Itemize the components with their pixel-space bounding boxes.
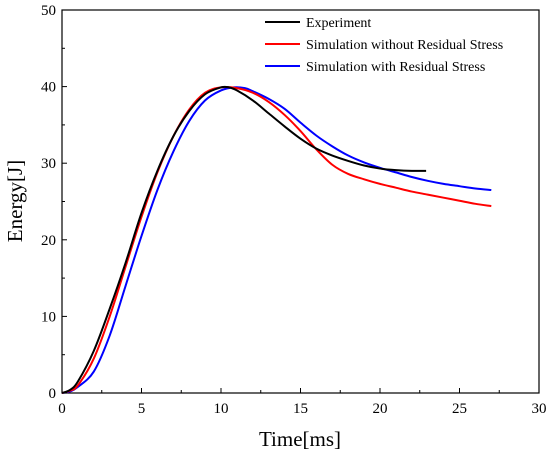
legend-label-experiment: Experiment — [306, 16, 371, 31]
y-tick-label: 10 — [41, 309, 56, 325]
y-tick-label: 40 — [41, 80, 56, 96]
legend-label-simulation-without-residual-stress: Simulation without Residual Stress — [306, 38, 503, 53]
legend-label-simulation-with-residual-stress: Simulation with Residual Stress — [306, 60, 485, 75]
x-tick-label: 15 — [293, 401, 308, 417]
series-line-experiment — [61, 85, 427, 394]
series-layer — [61, 85, 492, 394]
x-tick-label: 20 — [373, 401, 388, 417]
y-tick-label: 50 — [41, 3, 56, 19]
x-axis-title: Time[ms] — [259, 427, 341, 451]
axis-layer: 0 5 10 15 20 25 30 0 10 20 30 40 50 — [41, 3, 547, 417]
x-tick-label: 5 — [138, 401, 146, 417]
x-tick-label: 0 — [58, 401, 66, 417]
x-tick-label: 10 — [214, 401, 229, 417]
y-tick-label: 0 — [49, 386, 57, 402]
legend: Experiment Simulation without Residual St… — [265, 16, 503, 75]
x-tick-label: 30 — [532, 401, 547, 417]
y-axis-title: Energy[J] — [3, 160, 27, 242]
y-tick-label: 30 — [41, 156, 56, 172]
x-tick-label: 25 — [452, 401, 467, 417]
series-line-simulation-with-residual-stress — [61, 86, 492, 394]
y-tick-label: 20 — [41, 233, 56, 249]
series-line-simulation-without-residual-stress — [61, 86, 492, 394]
